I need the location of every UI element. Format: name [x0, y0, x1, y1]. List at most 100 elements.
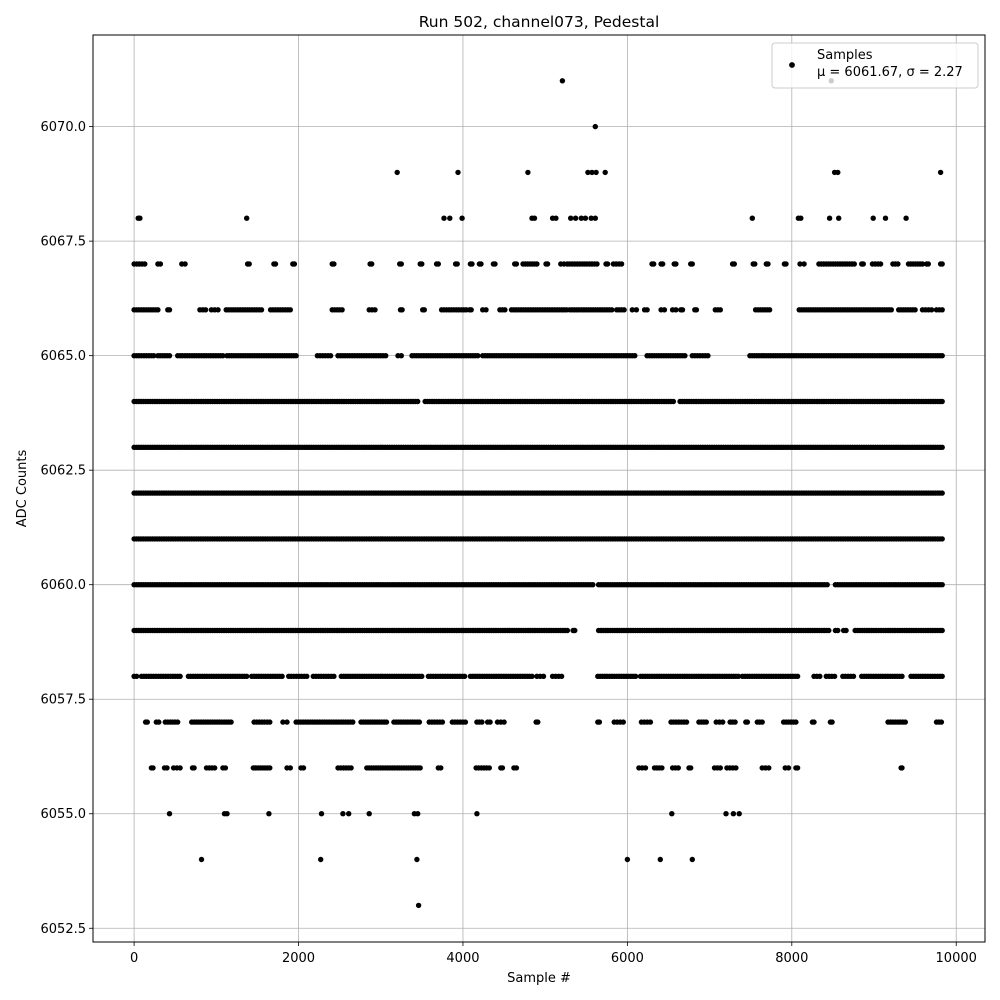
sample-point [220, 353, 226, 359]
sample-point [346, 811, 352, 817]
sample-point [644, 307, 650, 313]
sample-point [540, 673, 547, 679]
sample-point [487, 719, 493, 725]
sample-point [752, 261, 758, 267]
sample-point [785, 765, 792, 771]
sample-point [372, 307, 378, 313]
sample-point [202, 307, 209, 313]
sample-point [836, 215, 842, 221]
sample-point [651, 261, 657, 267]
sample-point [331, 673, 337, 679]
sample-point [578, 215, 584, 221]
sample-point [835, 627, 841, 634]
sample-point [939, 398, 945, 405]
sample-point [244, 673, 250, 679]
sample-point [419, 673, 425, 679]
sample-point [348, 765, 354, 771]
sample-point [939, 307, 945, 313]
sample-point [657, 856, 663, 863]
sample-point [928, 307, 935, 313]
sample-point [877, 261, 884, 267]
sample-point [749, 215, 755, 221]
y-tick-label: 6060.0 [41, 578, 87, 593]
sample-point [287, 307, 293, 313]
sample-point [441, 215, 447, 221]
sample-point [798, 215, 804, 221]
sample-point [331, 261, 337, 267]
sample-point [593, 169, 599, 176]
sample-point [850, 673, 857, 679]
sample-point [705, 353, 711, 359]
sample-point [151, 353, 157, 359]
sample-point [783, 261, 789, 267]
sample-point [794, 765, 801, 771]
sample-point [765, 261, 771, 267]
sample-point [166, 811, 173, 817]
sample-point [293, 353, 299, 359]
sample-point [459, 215, 465, 221]
sample-point [794, 673, 801, 679]
sample-point [902, 719, 908, 725]
sample-point [398, 353, 404, 359]
sample-point [513, 765, 520, 771]
x-tick-label: 10000 [936, 951, 977, 966]
sample-point [383, 353, 389, 359]
sample-point [731, 261, 737, 267]
sample-point [564, 627, 571, 634]
sample-point [398, 261, 404, 267]
sample-point [133, 673, 140, 679]
sample-point [535, 719, 541, 725]
sample-point [287, 765, 293, 771]
sample-point [478, 261, 484, 267]
sample-point [198, 856, 205, 863]
sample-point [717, 765, 723, 771]
sample-point [730, 811, 737, 817]
sample-point [137, 215, 143, 221]
sample-point [831, 673, 838, 679]
legend-stats: μ = 6061.67, σ = 2.27 [817, 65, 963, 80]
sample-point [224, 811, 230, 817]
sample-point [558, 673, 565, 679]
sample-point [732, 719, 738, 725]
sample-point [215, 307, 221, 313]
sample-point [439, 719, 446, 725]
sample-point [544, 261, 551, 267]
sample-point [435, 261, 441, 267]
sample-point [919, 261, 926, 267]
sample-point [870, 215, 876, 221]
sample-point [394, 169, 400, 176]
sample-point [642, 765, 649, 771]
sample-point [415, 902, 422, 909]
sample-point [620, 719, 626, 725]
sample-point [602, 169, 608, 176]
sample-point [366, 811, 372, 817]
sample-point [416, 719, 423, 725]
sample-point [447, 215, 453, 221]
sample-point [284, 719, 290, 725]
sample-point [267, 719, 273, 725]
sample-point [888, 307, 894, 313]
sample-point [468, 307, 474, 313]
sample-point [244, 215, 250, 221]
x-axis-ticks: 0 2000 4000 6000 8000 10000 [130, 942, 977, 966]
sample-point [939, 673, 945, 679]
sample-point [164, 765, 170, 771]
plot-frame [92, 34, 986, 943]
sample-point [350, 719, 356, 725]
sample-point [811, 719, 817, 725]
sample-point [588, 215, 594, 221]
sample-point [689, 261, 695, 267]
sample-point [157, 261, 164, 267]
sample-point [474, 811, 480, 817]
sample-point [590, 582, 596, 588]
sample-point [525, 169, 531, 176]
sample-point [222, 765, 229, 771]
sample-point [797, 261, 803, 267]
sample-point [675, 765, 681, 771]
sample-point [829, 719, 835, 725]
sample-point [142, 261, 148, 267]
sample-point [419, 261, 425, 267]
sample-point [417, 765, 423, 771]
